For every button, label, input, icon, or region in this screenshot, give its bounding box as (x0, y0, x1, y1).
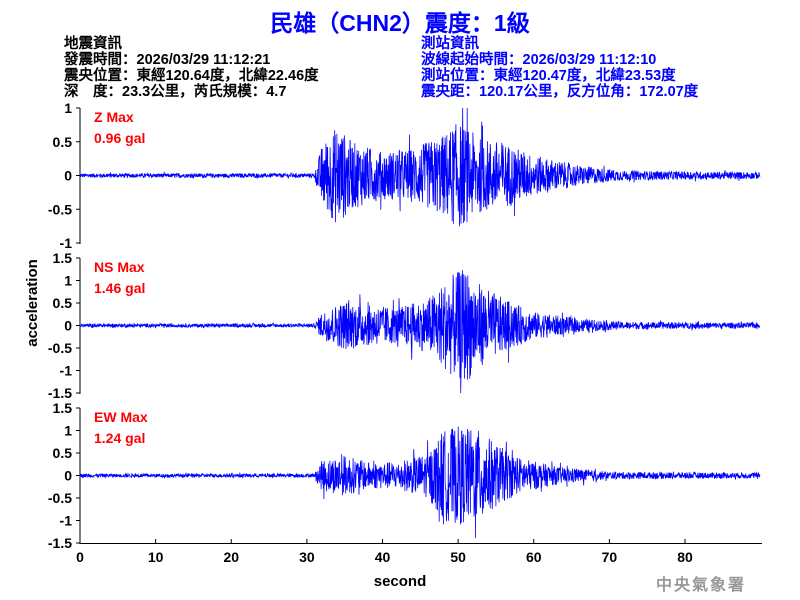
y-tick-label: 0 (64, 168, 72, 184)
station-info-heading: 測站資訊 (421, 36, 479, 52)
y-tick-label: -0.5 (48, 490, 72, 506)
x-tick-label: 40 (375, 549, 391, 565)
x-tick-label: 30 (299, 549, 315, 565)
y-tick-label: -0.5 (48, 340, 72, 356)
station-info: 測站資訊 波線起始時間：2026/03/29 11:12:10 測站位置：東經1… (421, 36, 698, 100)
waveform-ns (79, 270, 761, 394)
max-label-z: Z Max (94, 109, 134, 125)
start-time: 波線起始時間：2026/03/29 11:12:10 (421, 52, 657, 68)
x-tick-label: 80 (677, 549, 693, 565)
y-tick-label: -1.5 (48, 385, 72, 401)
y-tick-label: 1 (64, 100, 72, 116)
origin-time: 發震時間：2026/03/29 11:12:21 (64, 52, 271, 68)
depth-magnitude: 深 度：23.3公里，芮氏規模：4.7 (64, 84, 287, 100)
max-value-ew: 1.24 gal (94, 430, 145, 446)
waveform-ew (79, 426, 761, 539)
x-tick-label: 20 (223, 549, 239, 565)
x-tick-label: 0 (76, 549, 84, 565)
y-tick-label: -1 (60, 513, 73, 529)
station-location: 測站位置：東經120.47度，北緯23.53度 (421, 68, 676, 84)
max-value-z: 0.96 gal (94, 130, 145, 146)
waveform-z (79, 107, 761, 227)
max-value-ns: 1.46 gal (94, 280, 145, 296)
x-tick-label: 60 (526, 549, 542, 565)
y-tick-label: 0.5 (53, 445, 73, 461)
x-axis-label: second (374, 573, 427, 590)
x-tick-label: 70 (602, 549, 618, 565)
y-tick-label: 1 (64, 423, 72, 439)
earthquake-info-heading: 地震資訊 (64, 36, 122, 52)
y-tick-label: 0.5 (53, 134, 73, 150)
max-label-ew: EW Max (94, 409, 148, 425)
y-tick-label: 1 (64, 273, 72, 289)
y-tick-label: 1.5 (53, 250, 73, 266)
y-tick-label: 0 (64, 468, 72, 484)
epicentral-distance: 震央距：120.17公里，反方位角：172.07度 (421, 84, 699, 100)
y-tick-label: -0.5 (48, 201, 72, 217)
cwa-watermark: 中央氣象署 (656, 575, 747, 594)
y-axis-label: acceleration (24, 259, 41, 347)
earthquake-info: 地震資訊 發震時間：2026/03/29 11:12:21 震央位置：東經120… (64, 36, 319, 100)
x-tick-label: 50 (450, 549, 466, 565)
y-tick-label: 1.5 (53, 400, 73, 416)
epicenter: 震央位置：東經120.64度，北緯22.46度 (64, 68, 319, 84)
y-tick-label: 0.5 (53, 295, 73, 311)
y-tick-label: -1.5 (48, 535, 72, 551)
x-tick-label: 10 (148, 549, 164, 565)
chart-title: 民雄（CHN2）震度：1級 (270, 10, 530, 36)
y-tick-label: -1 (60, 363, 73, 379)
max-label-ns: NS Max (94, 259, 145, 275)
y-tick-label: -1 (60, 235, 73, 251)
y-tick-label: 0 (64, 318, 72, 334)
